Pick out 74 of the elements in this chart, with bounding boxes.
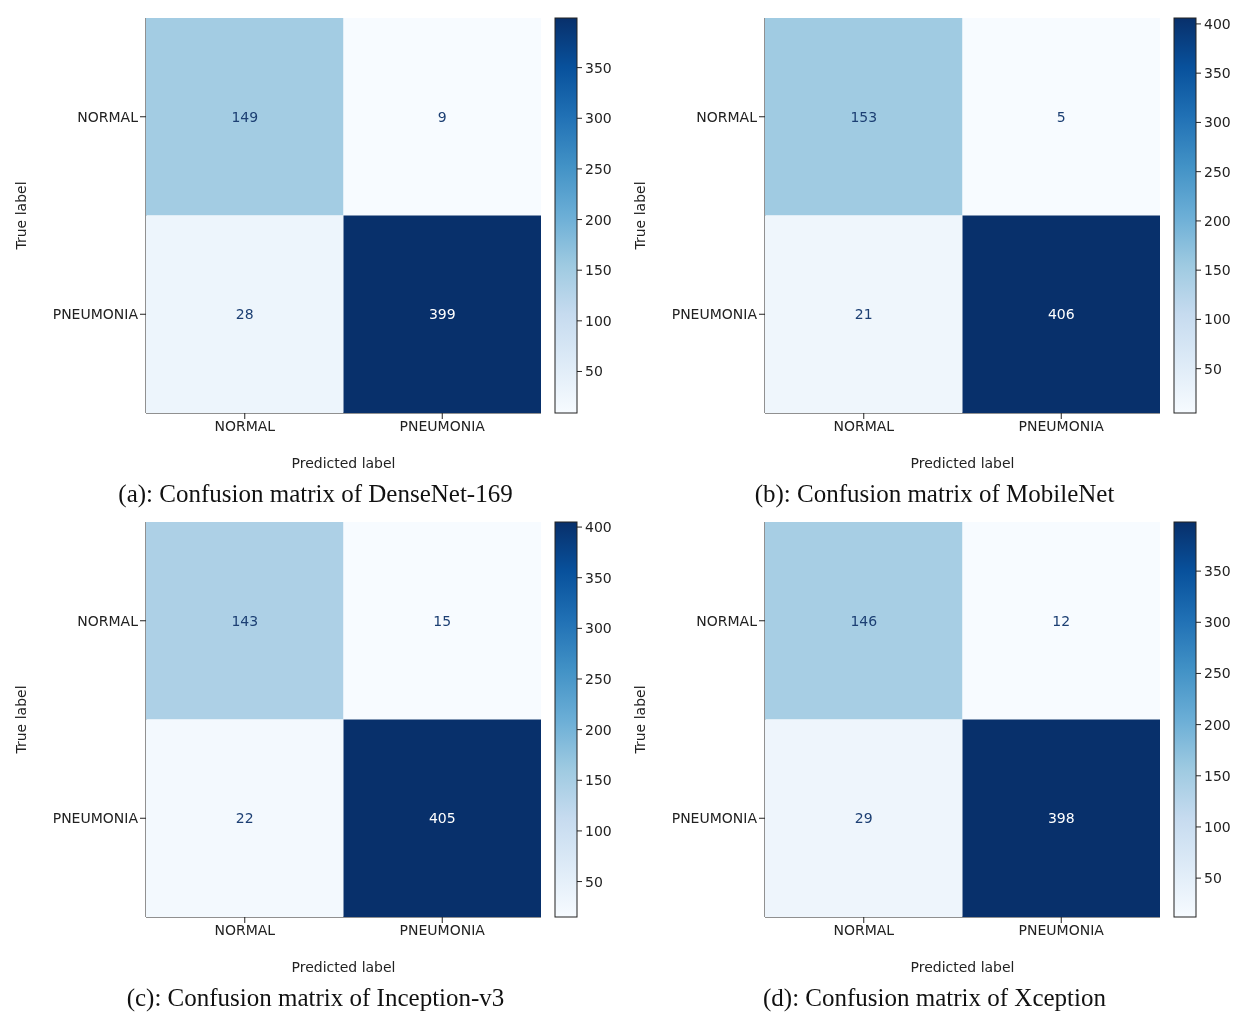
- y-tick-label: PNEUMONIA: [52, 306, 138, 323]
- color-bar-label: 250: [584, 670, 612, 687]
- data-label: 405: [428, 810, 456, 827]
- text: (b): Confusion matrix of MobileNet: [754, 480, 1115, 508]
- y-tick-label: NORMAL: [76, 108, 138, 125]
- x-tick-label: PNEUMONIA: [399, 417, 485, 434]
- color-bar-label: 300: [1203, 114, 1231, 131]
- y-axis-title: True label: [12, 181, 29, 251]
- data-label: 398: [1047, 810, 1075, 827]
- data-label: 21: [854, 306, 873, 323]
- color-bar-label: 350: [584, 569, 612, 586]
- x-tick-label: PNEUMONIA: [1018, 921, 1104, 938]
- color-bar-label: 50: [1203, 870, 1222, 887]
- color-bar-label: 350: [584, 59, 612, 76]
- data-label: 28: [235, 306, 254, 323]
- color-bar-label: 50: [1203, 360, 1222, 377]
- x-axis-title: Predicted label: [290, 455, 396, 471]
- x-tick-label: NORMAL: [832, 417, 894, 434]
- data-label: 399: [428, 306, 456, 323]
- color-bar-label: 250: [584, 160, 612, 177]
- x-tick-label: NORMAL: [213, 921, 275, 938]
- x-tick-label: NORMAL: [213, 417, 275, 434]
- x-axis-title: Predicted label: [909, 959, 1015, 975]
- y-tick-label: NORMAL: [695, 108, 757, 125]
- data-label: 22: [235, 810, 254, 827]
- color-bar-label: 400: [584, 519, 612, 536]
- y-tick-label: PNEUMONIA: [671, 306, 757, 323]
- text: (d): Confusion matrix of Xception: [763, 984, 1106, 1012]
- x-axis-title: Predicted label: [290, 959, 396, 975]
- color-bar-label: 300: [584, 110, 612, 127]
- x-tick-label: PNEUMONIA: [1018, 417, 1104, 434]
- x-axis-title: Predicted label: [909, 455, 1015, 471]
- data-label: 12: [1051, 612, 1070, 629]
- data-label: 29: [854, 810, 873, 827]
- data-label: 15: [432, 612, 451, 629]
- color-bar-label: 300: [584, 620, 612, 637]
- data-label: 406: [1047, 306, 1075, 323]
- data-label: 5: [1056, 108, 1066, 125]
- color-bar-label: 50: [584, 363, 603, 380]
- y-tick-label: PNEUMONIA: [52, 810, 138, 827]
- data-label: 146: [849, 612, 877, 629]
- y-tick-label: NORMAL: [695, 612, 757, 629]
- color-bar-label: 150: [1203, 767, 1231, 784]
- color-bar-label: 100: [1203, 311, 1231, 328]
- color-bar-label: 150: [584, 262, 612, 279]
- color-bar-label: 200: [1203, 212, 1231, 229]
- color-bar-label: 200: [584, 721, 612, 738]
- text: (a): Confusion matrix of DenseNet-169: [118, 480, 513, 508]
- color-bar-label: 300: [1203, 614, 1231, 631]
- data-label: 149: [230, 108, 258, 125]
- color-bar-label: 200: [584, 211, 612, 228]
- color-bar-label: 350: [1203, 65, 1231, 82]
- color-bar-label: 150: [584, 772, 612, 789]
- y-axis-title: True label: [12, 685, 29, 755]
- color-bar-label: 400: [1203, 15, 1231, 32]
- y-axis-title: True label: [631, 181, 648, 251]
- x-tick-label: NORMAL: [832, 921, 894, 938]
- y-tick-label: PNEUMONIA: [671, 810, 757, 827]
- color-bar-label: 100: [584, 312, 612, 329]
- color-bar-label: 150: [1203, 262, 1231, 279]
- data-label: 153: [849, 108, 877, 125]
- color-bar-label: 100: [1203, 818, 1231, 835]
- color-bar-label: 350: [1203, 563, 1231, 580]
- y-axis-title: True label: [631, 685, 648, 755]
- color-bar-label: 200: [1203, 716, 1231, 733]
- text: (c): Confusion matrix of Inception-v3: [126, 984, 505, 1012]
- color-bar-label: 50: [584, 873, 603, 890]
- color-bar-label: 100: [584, 822, 612, 839]
- color-bar-label: 250: [1203, 163, 1231, 180]
- y-tick-label: NORMAL: [76, 612, 138, 629]
- color-bar-label: 250: [1203, 665, 1231, 682]
- data-label: 9: [437, 108, 447, 125]
- x-tick-label: PNEUMONIA: [399, 921, 485, 938]
- data-label: 143: [230, 612, 258, 629]
